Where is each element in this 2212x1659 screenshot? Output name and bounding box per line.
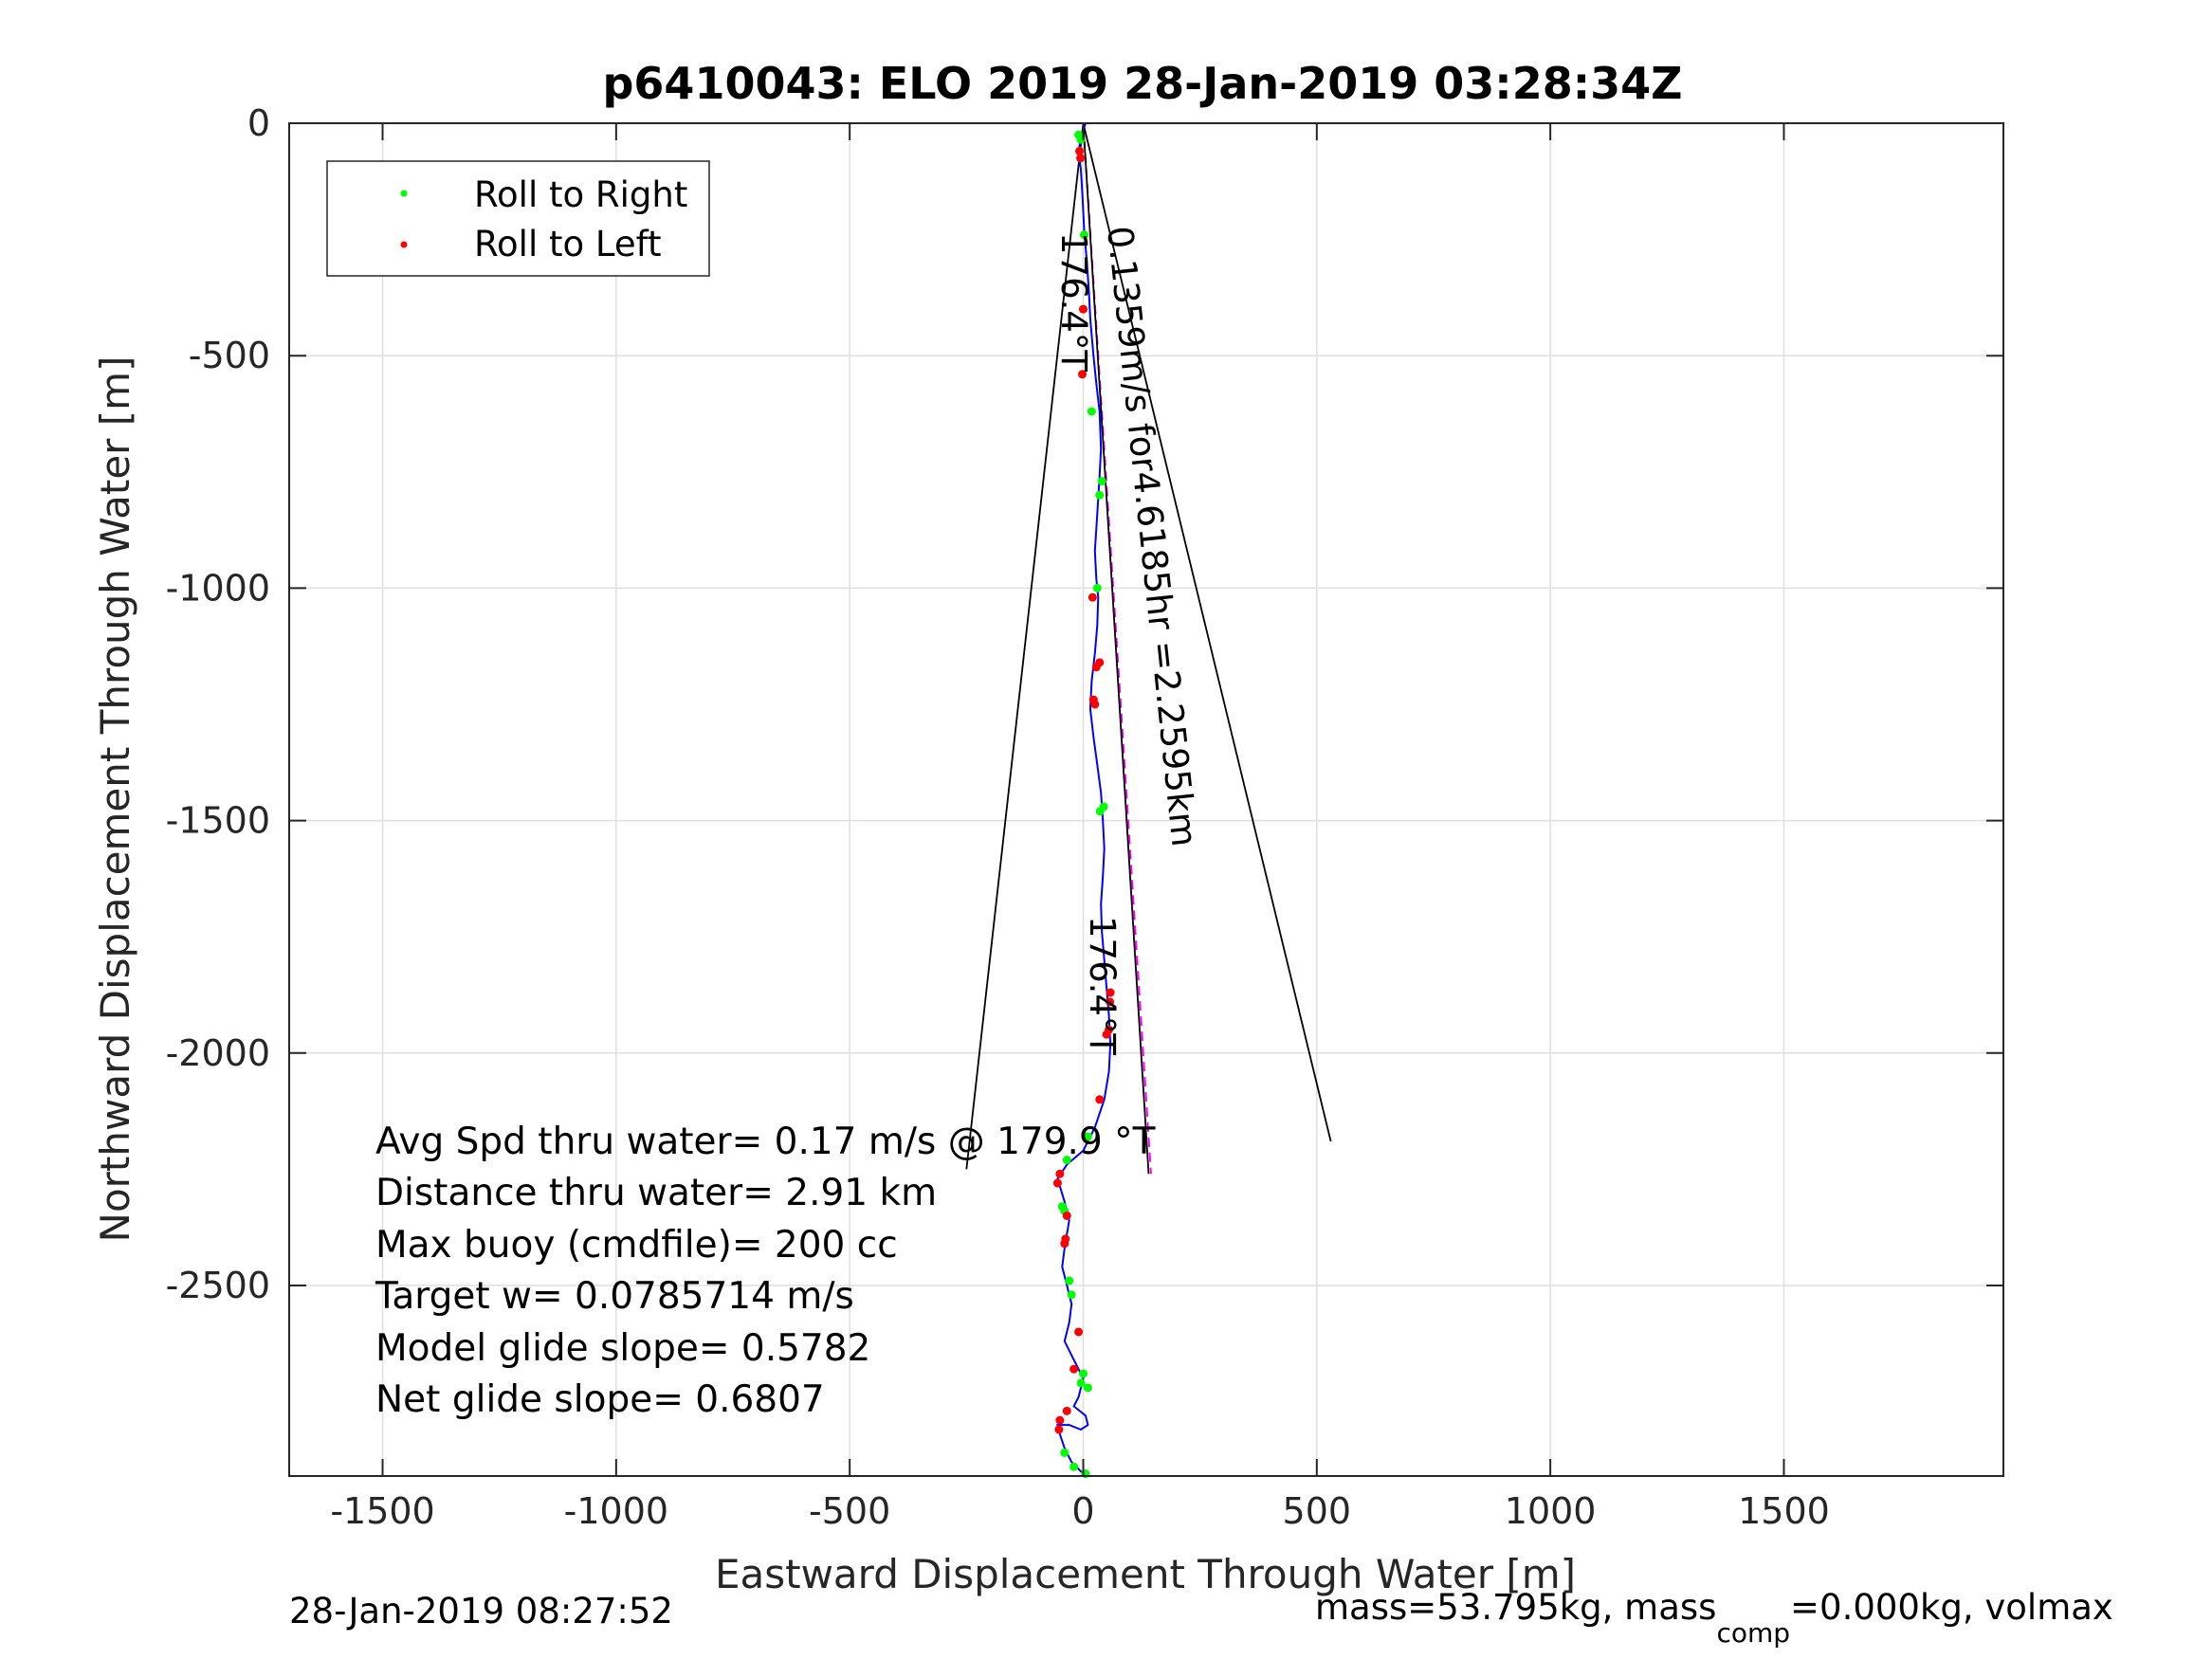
guide-lines [965, 122, 1332, 1175]
heading-label-1: 176.4°T [1053, 232, 1094, 372]
roll-left-point [1095, 1095, 1105, 1104]
roll-left-point [1062, 1211, 1071, 1220]
y-tick-label: -1000 [166, 567, 270, 609]
roll-right-point [1092, 583, 1102, 592]
roll-left-point [1052, 1178, 1062, 1188]
y-tick-label: 0 [247, 102, 270, 144]
legend: Roll to Right Roll to Left [326, 160, 710, 277]
roll-left-point [1055, 1415, 1065, 1425]
glider-track-line [1056, 122, 1112, 1477]
roll-left-point [1091, 663, 1101, 672]
roll-right-point [1083, 1132, 1092, 1141]
x-tick-label: 500 [1283, 1490, 1352, 1532]
x-tick-label: -1500 [330, 1490, 434, 1532]
roll-left-point [1106, 988, 1115, 997]
roll-left-point [1106, 997, 1115, 1007]
heading-label-2: 176.4°T [1082, 916, 1123, 1055]
roll-left-point [1090, 700, 1100, 709]
legend-marker-roll-right [400, 190, 408, 197]
roll-right-point [1069, 1462, 1079, 1471]
roll-left-point [1055, 1169, 1065, 1178]
x-tick-label: -500 [809, 1490, 890, 1532]
roll-right-point [1097, 477, 1106, 486]
axis-ticks: -1500 -1000 -500 0 500 1000 1500 0 -500 -1000 -150… [166, 102, 2003, 1532]
roll-left-point [1062, 1406, 1071, 1415]
roll-left-point [1078, 370, 1088, 379]
roll-right-point [1078, 1369, 1088, 1378]
roll-left-point [1074, 1327, 1084, 1337]
legend-marker-roll-left [400, 241, 408, 248]
legend-label-roll-left: Roll to Left [474, 224, 662, 264]
stat-target-w: Target w= 0.0785714 m/s [375, 1275, 854, 1318]
roll-right-point [1065, 1276, 1074, 1285]
footer-mass-sub: comp [1716, 1617, 1790, 1649]
roll-left-point [1076, 154, 1086, 163]
roll-right-point [1095, 490, 1105, 500]
y-tick-label: -2000 [166, 1032, 270, 1074]
footer-mass-info: mass=53.795kg, masscomp=0.000kg, volmax [1315, 1587, 2113, 1649]
x-tick-label: -1000 [564, 1490, 668, 1532]
roll-right-point [1083, 1383, 1092, 1393]
roll-left-point [1078, 304, 1088, 314]
roll-right-point [1060, 1448, 1069, 1457]
footer-timestamp: 28-Jan-2019 08:27:52 [289, 1591, 673, 1632]
y-tick-label: -500 [189, 335, 270, 376]
roll-right-point [1079, 230, 1088, 240]
footer-mass-prefix: mass=53.795kg, mass [1315, 1587, 1716, 1628]
stat-avg-speed: Avg Spd thru water= 0.17 m/s @ 179.9 °T [375, 1121, 1156, 1163]
chart-title: p6410043: ELO 2019 28-Jan-2019 03:28:34Z [603, 58, 1683, 109]
stats-block: Avg Spd thru water= 0.17 m/s @ 179.9 °T … [375, 1121, 1156, 1421]
stat-max-buoy: Max buoy (cmdfile)= 200 cc [375, 1224, 898, 1267]
roll-left-point [1069, 1364, 1079, 1374]
x-tick-label: 0 [1071, 1490, 1094, 1532]
footer-mass-suffix: =0.000kg, volmax [1790, 1587, 2113, 1628]
roll-left-point [1054, 1425, 1064, 1434]
roll-right-point [1087, 407, 1096, 416]
y-axis-label: Northward Displacement Through Water [m] [92, 356, 138, 1243]
roll-right-point [1076, 1378, 1086, 1388]
roll-left-point [1088, 592, 1097, 602]
heading-guide-line-right [1082, 122, 1332, 1142]
series-layer [1052, 122, 1115, 1479]
y-tick-label: -2500 [166, 1265, 270, 1306]
x-axis-label: Eastward Displacement Through Water [m] [715, 1551, 1576, 1597]
net-heading-line [1082, 122, 1150, 1175]
stat-model-glide: Model glide slope= 0.5782 [375, 1327, 870, 1370]
plot-frame [288, 122, 2004, 1477]
x-tick-label: 1500 [1738, 1490, 1830, 1532]
roll-left-point [1075, 146, 1085, 155]
heading-guide-line-left [965, 122, 1085, 1170]
x-tick-label: 1000 [1505, 1490, 1597, 1532]
roll-right-point [1099, 802, 1108, 811]
stat-distance: Distance thru water= 2.91 km [375, 1172, 937, 1214]
y-tick-label: -1500 [166, 800, 270, 842]
legend-box [326, 160, 710, 277]
roll-right-point [1062, 1156, 1071, 1165]
roll-right-point [1067, 1290, 1076, 1300]
roll-left-point [1060, 1239, 1069, 1249]
plot-area-background [289, 123, 2003, 1476]
roll-left-point [1102, 1030, 1111, 1039]
stat-net-glide: Net glide slope= 0.6807 [375, 1378, 825, 1421]
legend-label-roll-right: Roll to Right [474, 174, 687, 215]
